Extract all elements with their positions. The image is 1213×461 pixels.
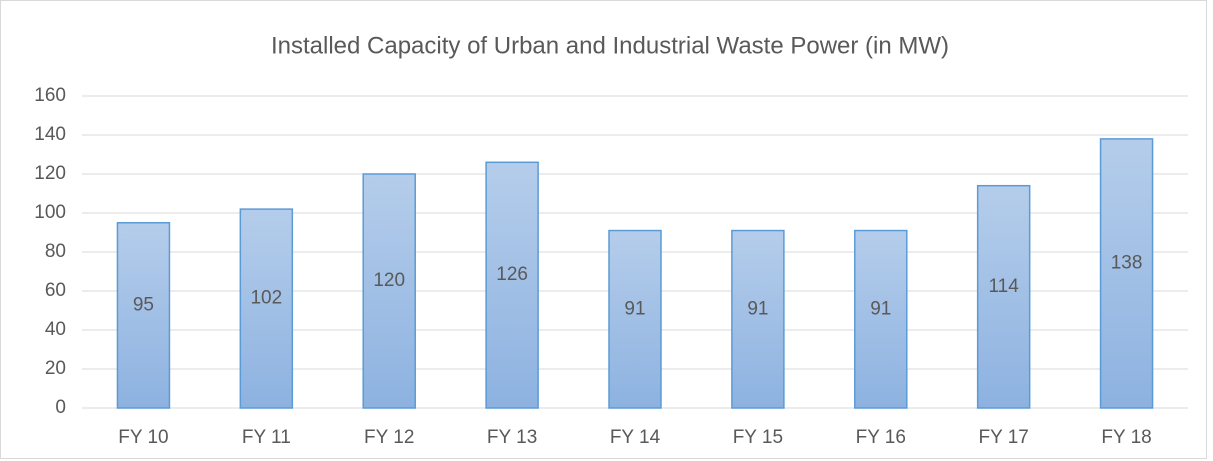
x-tick-label: FY 14 xyxy=(610,427,661,448)
x-tick-label: FY 13 xyxy=(487,427,537,448)
bar xyxy=(362,173,416,409)
bar xyxy=(116,222,171,409)
chart-title: Installed Capacity of Urban and Industri… xyxy=(271,32,949,59)
x-tick-label: FY 12 xyxy=(364,427,414,448)
x-tick-label: FY 15 xyxy=(733,427,783,448)
x-tick-label: FY 16 xyxy=(856,427,906,448)
data-label: 120 xyxy=(373,270,405,291)
data-label: 95 xyxy=(133,294,154,315)
bar xyxy=(976,184,1031,409)
data-label: 126 xyxy=(496,264,528,285)
data-label: 91 xyxy=(624,298,645,319)
bar xyxy=(608,229,662,409)
y-tick-label: 0 xyxy=(55,397,66,418)
y-tick-label: 40 xyxy=(45,319,66,340)
bar xyxy=(1099,138,1154,409)
y-tick-label: 60 xyxy=(45,280,66,301)
data-label: 91 xyxy=(870,298,891,319)
x-tick-label: FY 18 xyxy=(1101,427,1151,448)
y-tick-label: 20 xyxy=(45,358,66,379)
x-tick-label: FY 10 xyxy=(118,427,168,448)
y-tick-label: 160 xyxy=(34,85,66,106)
x-tick-label: FY 11 xyxy=(242,427,291,448)
data-label: 91 xyxy=(747,298,768,319)
data-label: 102 xyxy=(250,288,282,309)
y-tick-label: 140 xyxy=(34,124,66,145)
y-tick-label: 100 xyxy=(34,202,66,223)
bar xyxy=(239,208,294,409)
data-label: 138 xyxy=(1111,252,1143,273)
x-tick-label: FY 17 xyxy=(978,427,1028,448)
y-tick-label: 120 xyxy=(34,163,66,184)
bar xyxy=(731,229,785,409)
bar xyxy=(485,161,539,409)
data-label: 114 xyxy=(989,276,1020,297)
y-tick-label: 80 xyxy=(45,241,66,262)
bar xyxy=(854,229,908,409)
